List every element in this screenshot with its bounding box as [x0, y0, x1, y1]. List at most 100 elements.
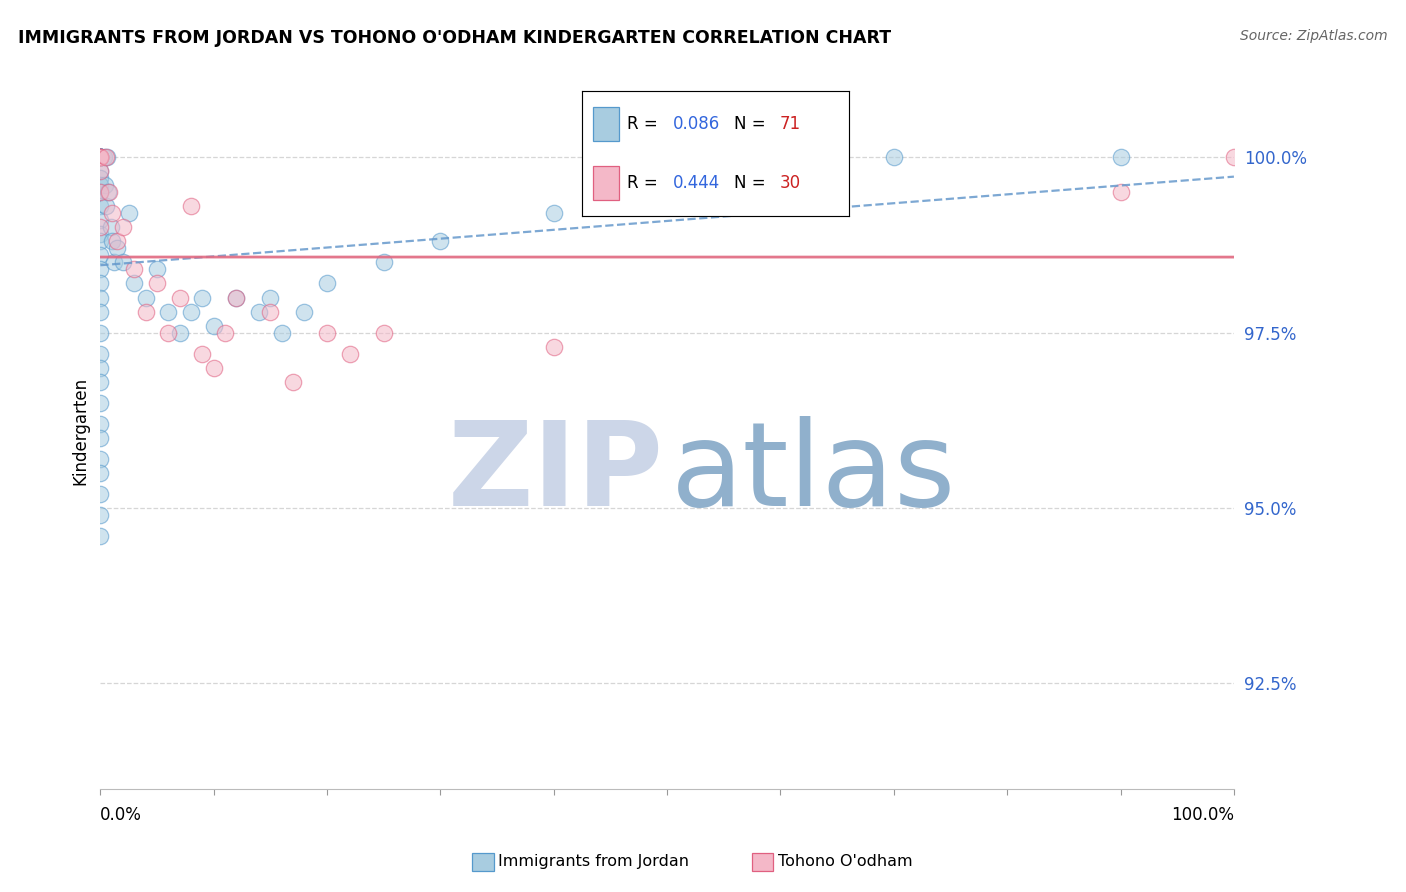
Point: [1109, 186, 1132, 200]
Point: [292, 304, 315, 318]
Point: [180, 304, 202, 318]
Point: [157, 304, 180, 318]
Point: [316, 326, 339, 340]
Point: [124, 262, 146, 277]
Point: [89, 150, 111, 164]
Point: [89, 326, 111, 340]
Point: [118, 206, 141, 220]
Point: [89, 150, 111, 164]
Text: atlas: atlas: [671, 417, 956, 532]
Point: [316, 277, 339, 291]
Point: [89, 150, 111, 164]
Text: ZIP: ZIP: [447, 417, 664, 532]
Point: [89, 248, 111, 262]
Point: [89, 346, 111, 360]
Text: 0.0%: 0.0%: [100, 806, 142, 824]
Point: [655, 186, 678, 200]
Point: [89, 466, 111, 480]
Point: [89, 150, 111, 164]
Point: [89, 150, 111, 164]
Point: [89, 164, 111, 178]
Point: [94, 178, 117, 193]
Point: [96, 150, 118, 164]
Point: [373, 326, 395, 340]
Point: [373, 255, 395, 269]
Y-axis label: Kindergarten: Kindergarten: [72, 376, 89, 485]
Point: [94, 150, 117, 164]
Point: [105, 241, 128, 255]
Point: [259, 291, 281, 305]
Text: 100.0%: 100.0%: [1171, 806, 1234, 824]
Point: [89, 291, 111, 305]
Point: [111, 255, 134, 269]
Point: [100, 220, 122, 235]
Point: [543, 340, 565, 354]
Point: [89, 431, 111, 445]
Text: Tohono O'odham: Tohono O'odham: [778, 855, 912, 869]
Point: [146, 277, 169, 291]
Point: [89, 150, 111, 164]
Point: [103, 255, 125, 269]
Point: [543, 206, 565, 220]
Point: [89, 150, 111, 164]
Point: [180, 199, 202, 213]
Point: [89, 487, 111, 501]
Point: [89, 150, 111, 164]
Point: [89, 417, 111, 431]
Point: [89, 262, 111, 277]
Point: [89, 529, 111, 543]
Point: [89, 150, 111, 164]
Point: [89, 178, 111, 193]
Point: [89, 186, 111, 200]
Point: [259, 304, 281, 318]
Point: [429, 235, 451, 249]
Point: [94, 199, 117, 213]
Point: [89, 150, 111, 164]
Point: [89, 199, 111, 213]
Point: [89, 304, 111, 318]
Point: [89, 220, 111, 235]
Point: [169, 326, 191, 340]
Point: [89, 451, 111, 466]
Point: [111, 220, 134, 235]
Point: [89, 150, 111, 164]
Point: [191, 346, 214, 360]
Point: [100, 206, 122, 220]
Point: [214, 326, 236, 340]
Point: [202, 318, 225, 333]
Point: [1109, 150, 1132, 164]
Point: [225, 291, 247, 305]
Point: [89, 227, 111, 242]
Point: [89, 164, 111, 178]
Text: Source: ZipAtlas.com: Source: ZipAtlas.com: [1240, 29, 1388, 43]
Point: [89, 186, 111, 200]
Point: [89, 150, 111, 164]
Point: [89, 375, 111, 389]
Point: [98, 186, 121, 200]
Point: [89, 150, 111, 164]
Point: [89, 150, 111, 164]
Point: [146, 262, 169, 277]
Point: [89, 396, 111, 410]
Point: [97, 186, 120, 200]
Point: [89, 213, 111, 227]
Point: [89, 235, 111, 249]
Point: [169, 291, 191, 305]
Point: [89, 150, 111, 164]
Text: IMMIGRANTS FROM JORDAN VS TOHONO O'ODHAM KINDERGARTEN CORRELATION CHART: IMMIGRANTS FROM JORDAN VS TOHONO O'ODHAM…: [18, 29, 891, 46]
Text: Immigrants from Jordan: Immigrants from Jordan: [498, 855, 689, 869]
Point: [270, 326, 292, 340]
Point: [339, 346, 361, 360]
Point: [281, 375, 304, 389]
Point: [100, 235, 122, 249]
Point: [89, 360, 111, 375]
Point: [157, 326, 180, 340]
Point: [247, 304, 270, 318]
Point: [89, 150, 111, 164]
Point: [89, 171, 111, 186]
Point: [89, 277, 111, 291]
Point: [191, 291, 214, 305]
Point: [89, 150, 111, 164]
Point: [1223, 150, 1246, 164]
Point: [135, 291, 157, 305]
